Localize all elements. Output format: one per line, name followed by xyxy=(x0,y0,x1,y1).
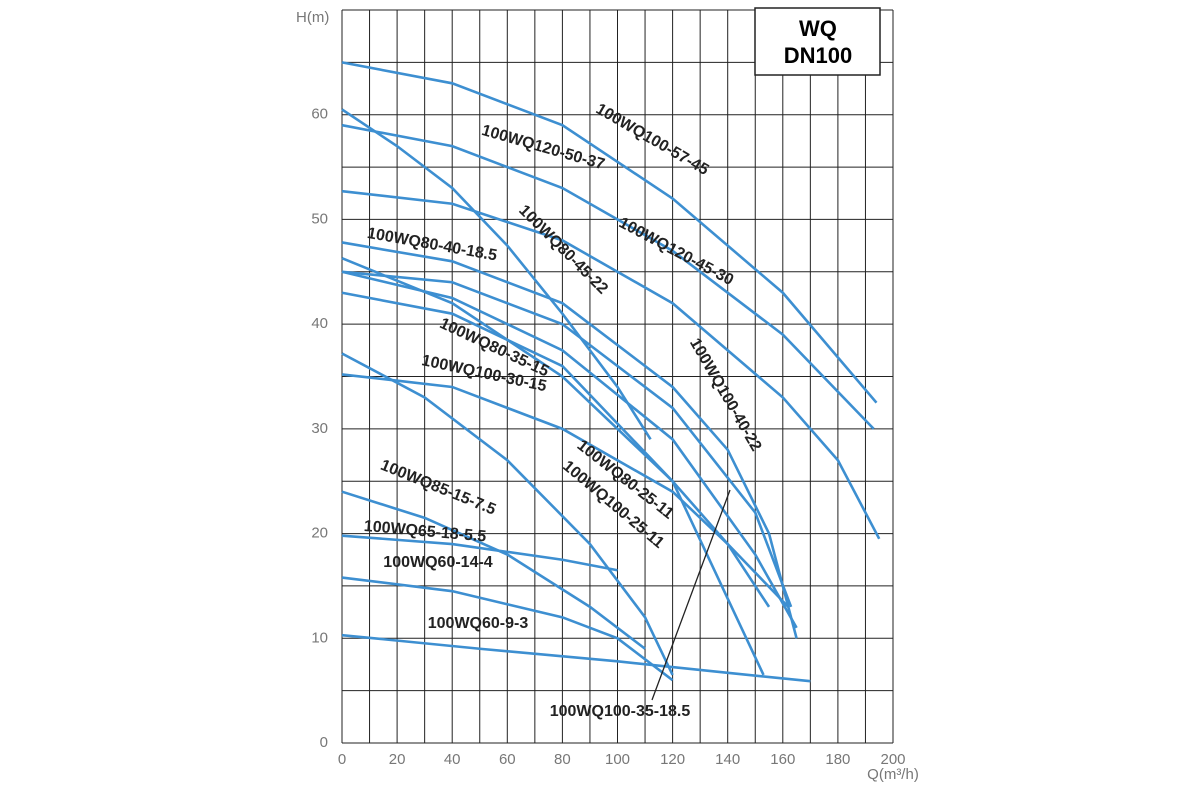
series-label: 100WQ120-45-30 xyxy=(616,214,736,289)
y-tick-label: 40 xyxy=(311,315,328,332)
y-tick-label: 60 xyxy=(311,106,328,123)
series-label: 100WQ100-40-22 xyxy=(686,336,764,455)
y-tick-label: 50 xyxy=(311,210,328,227)
x-tick-label: 140 xyxy=(715,751,740,768)
pointer-line xyxy=(651,489,731,701)
curve xyxy=(341,373,771,608)
curve xyxy=(341,61,878,404)
y-tick-label: 20 xyxy=(311,525,328,542)
y-tick-label: 30 xyxy=(311,420,328,437)
x-tick-label: 60 xyxy=(499,751,516,768)
curve xyxy=(341,490,646,650)
title-box xyxy=(754,7,881,76)
series-label: 100WQ80-45-22 xyxy=(515,202,611,298)
y-axis-label: H(m) xyxy=(296,9,329,26)
curve xyxy=(341,256,790,608)
series-label: 100WQ60-14-4 xyxy=(383,554,492,571)
x-tick-label: 160 xyxy=(770,751,795,768)
x-axis-label: Q(m³/h) xyxy=(867,766,919,783)
x-tick-label: 0 xyxy=(338,751,346,768)
x-tick-label: 20 xyxy=(389,751,406,768)
curve xyxy=(341,352,674,676)
x-tick-label: 200 xyxy=(880,751,905,768)
curve xyxy=(341,123,875,430)
chart-title: DN100 xyxy=(784,43,852,68)
x-tick-label: 100 xyxy=(605,751,630,768)
y-tick-label: 10 xyxy=(311,629,328,646)
curve xyxy=(341,633,811,683)
curve xyxy=(341,576,674,682)
series-label: 100WQ60-9-3 xyxy=(428,615,529,632)
series-label: 100WQ100-35-18.5 xyxy=(550,703,691,720)
x-tick-label: 80 xyxy=(554,751,571,768)
x-tick-label: 180 xyxy=(825,751,850,768)
series-label: 100WQ120-50-37 xyxy=(480,122,607,173)
curve xyxy=(341,189,881,540)
x-tick-label: 120 xyxy=(660,751,685,768)
curve xyxy=(341,270,793,608)
y-tick-label: 0 xyxy=(320,734,328,751)
curve xyxy=(341,534,618,572)
curve xyxy=(341,270,798,629)
curve xyxy=(341,291,765,676)
curve xyxy=(341,108,652,441)
x-tick-label: 40 xyxy=(444,751,461,768)
curve xyxy=(341,241,798,639)
chart-title: WQ xyxy=(799,16,837,41)
